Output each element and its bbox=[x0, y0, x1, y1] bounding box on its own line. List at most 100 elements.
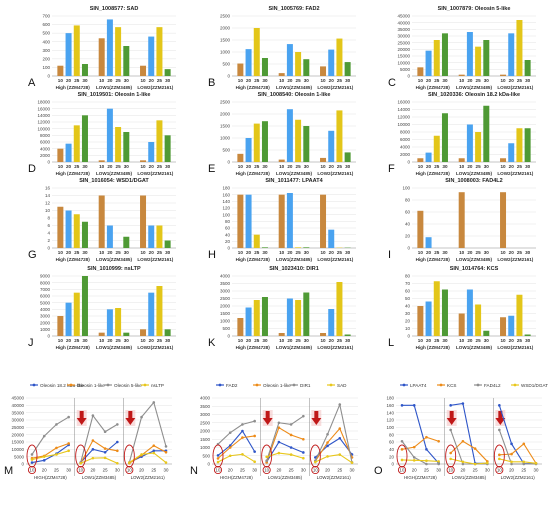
series-point bbox=[104, 451, 107, 454]
x-tick-label: 10 bbox=[459, 78, 465, 83]
y-tick-label: 700 bbox=[42, 14, 50, 19]
group-label: LOW1(ZZM3485) bbox=[276, 171, 312, 176]
x-tick-label: 20 bbox=[228, 468, 233, 473]
y-tick-label: 0 bbox=[391, 462, 394, 467]
x-tick-label: 30 bbox=[124, 78, 130, 83]
bar bbox=[475, 305, 481, 337]
chart-title: SIN_1005769: FAD2 bbox=[268, 6, 319, 12]
series-point bbox=[425, 459, 428, 462]
x-tick-label: 20 bbox=[426, 78, 432, 83]
bar bbox=[417, 306, 423, 336]
series-point bbox=[278, 421, 281, 424]
chart-h: SIN_1011477: LPAAT4020406080100120140160… bbox=[208, 178, 356, 262]
legend-label: FAD2 bbox=[226, 383, 238, 388]
series-point bbox=[510, 461, 513, 464]
group-label: LOW1(ZZM3485) bbox=[276, 85, 312, 90]
group-label: LOW2(ZZM2161) bbox=[497, 257, 533, 262]
series-point bbox=[425, 463, 428, 466]
x-tick-label: 25 bbox=[434, 78, 440, 83]
group-label: High (ZZM4728) bbox=[56, 171, 91, 176]
x-tick-label: 25 bbox=[157, 250, 163, 255]
bar bbox=[123, 333, 129, 336]
x-tick-label: 30 bbox=[442, 338, 448, 343]
x-tick-label: 20 bbox=[246, 338, 252, 343]
y-tick-label: 3000 bbox=[200, 412, 211, 417]
bar bbox=[475, 132, 481, 162]
x-tick-label: 25 bbox=[434, 250, 440, 255]
y-tick-label: 6000 bbox=[40, 140, 51, 145]
bar bbox=[516, 295, 522, 336]
x-tick-label: 25 bbox=[424, 468, 429, 473]
x-tick-label: 20 bbox=[246, 164, 252, 169]
x-tick-label: 25 bbox=[337, 468, 342, 473]
series-point bbox=[217, 457, 220, 460]
y-tick-label: 600 bbox=[42, 22, 50, 27]
x-tick-label: 10 bbox=[500, 164, 506, 169]
y-tick-label: 10 bbox=[405, 326, 411, 331]
group-label: LOW1(ZZM3485) bbox=[96, 257, 132, 262]
group-label: LOW2(ZZM2161) bbox=[137, 345, 173, 350]
x-tick-label: 25 bbox=[116, 78, 122, 83]
y-tick-label: 4000 bbox=[40, 307, 51, 312]
x-tick-label: 20 bbox=[149, 164, 155, 169]
y-tick-label: 9000 bbox=[40, 274, 51, 279]
group-label: LOW2(ZZM2161) bbox=[317, 257, 353, 262]
x-tick-label: 25 bbox=[296, 250, 302, 255]
bar bbox=[262, 121, 268, 162]
x-tick-label: 10 bbox=[58, 164, 64, 169]
bar bbox=[287, 193, 293, 248]
x-tick-label: 25 bbox=[74, 164, 80, 169]
y-tick-label: 100 bbox=[222, 212, 230, 217]
y-tick-label: 2 bbox=[47, 238, 50, 243]
series-point bbox=[449, 404, 452, 407]
bar bbox=[467, 32, 473, 76]
y-tick-label: 100 bbox=[386, 425, 394, 430]
y-tick-label: 0 bbox=[47, 246, 50, 251]
x-tick-label: 20 bbox=[329, 250, 335, 255]
bar bbox=[442, 33, 448, 76]
x-tick-label: 20 bbox=[467, 164, 473, 169]
bar bbox=[246, 195, 252, 248]
y-tick-label: 16 bbox=[45, 186, 51, 191]
group-label: LOW1(ZZM3485) bbox=[96, 345, 132, 350]
group-label: High (ZZM4728) bbox=[56, 85, 91, 90]
series-point bbox=[498, 454, 501, 457]
bar bbox=[165, 135, 171, 162]
bar bbox=[525, 60, 531, 76]
chart-title: SIN_1020336: Oleosin 18.2 kDa-like bbox=[428, 92, 520, 98]
bar bbox=[345, 335, 351, 337]
y-tick-label: 6000 bbox=[40, 294, 51, 299]
bar bbox=[140, 66, 146, 76]
y-tick-label: 40 bbox=[389, 447, 395, 452]
x-tick-label: 10 bbox=[500, 78, 506, 83]
bar bbox=[508, 33, 514, 76]
group-label: LOW1(ZZM3485) bbox=[276, 345, 312, 350]
bar bbox=[287, 299, 293, 337]
y-tick-label: 35000 bbox=[397, 27, 410, 32]
x-tick-label: 25 bbox=[337, 338, 343, 343]
y-tick-label: 200 bbox=[42, 56, 50, 61]
legend-marker bbox=[33, 384, 36, 387]
group-label: LOW2(ZZM2161) bbox=[317, 85, 353, 90]
bar bbox=[336, 110, 342, 162]
bar bbox=[165, 241, 171, 249]
series-point bbox=[140, 453, 143, 456]
bar bbox=[467, 290, 473, 337]
x-tick-label: 20 bbox=[107, 78, 113, 83]
x-tick-label: 20 bbox=[412, 468, 417, 473]
legend-marker bbox=[107, 384, 110, 387]
series-point bbox=[253, 435, 256, 438]
y-tick-label: 30000 bbox=[11, 418, 24, 423]
legend-marker bbox=[440, 384, 443, 387]
chart-title: SIN_1014764: KCS bbox=[450, 266, 499, 272]
bar bbox=[295, 247, 301, 248]
x-tick-label: 30 bbox=[436, 468, 441, 473]
bar bbox=[115, 127, 121, 162]
group-label: High (ZZM4728) bbox=[236, 85, 271, 90]
series-point bbox=[140, 416, 143, 419]
bar bbox=[262, 297, 268, 336]
x-tick-label: 30 bbox=[164, 468, 169, 473]
y-tick-label: 15000 bbox=[11, 440, 24, 445]
bar bbox=[303, 247, 309, 248]
